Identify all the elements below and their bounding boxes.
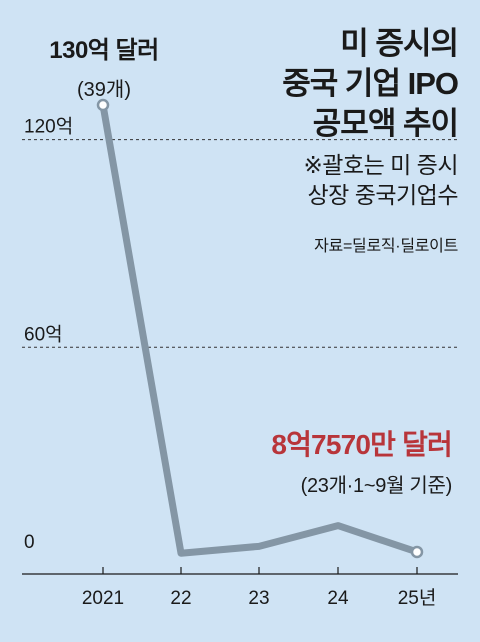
x-tick-label: 2021 xyxy=(82,588,124,609)
series-group xyxy=(96,98,424,559)
start-annotation: 130억 달러 (39개) xyxy=(40,30,168,102)
end-annotation: 8억7570만 달러 (23개·1~9월 기준) xyxy=(271,423,452,498)
start-count-label: (39개) xyxy=(77,79,131,101)
y-tick-label: 120억 xyxy=(24,116,73,138)
x-tick-label: 23 xyxy=(248,588,269,609)
title-line-3: 공모액 추이 xyxy=(312,106,459,141)
end-amount-label: 8억7570만 달러 xyxy=(271,429,452,460)
series-line xyxy=(99,101,421,557)
note-line-2: 상장 중국기업수 xyxy=(307,182,458,208)
x-tick-label: 25년 xyxy=(398,587,437,609)
chart-title: 미 증시의 중국 기업 IPO 공모액 추이 xyxy=(282,24,459,144)
y-tick-label: 60억 xyxy=(24,323,63,345)
title-line-1: 미 증시의 xyxy=(340,26,459,61)
x-tick-label: 22 xyxy=(170,588,191,609)
end-count-label: (23개·1~9월 기준) xyxy=(300,475,453,497)
source-text: 자료=딜로직·딜로이트 xyxy=(314,238,458,255)
note-line-1: ※괄호는 미 증시 xyxy=(303,152,458,178)
tick-labels: 0 60억 120억 2021 22 23 24 25년 xyxy=(24,116,436,609)
start-amount-label: 130억 달러 xyxy=(49,37,159,64)
x-tick-label: 24 xyxy=(327,588,349,609)
title-line-2: 중국 기업 IPO xyxy=(282,66,459,101)
gridlines xyxy=(22,139,458,348)
chart-note: ※괄호는 미 증시 상장 중국기업수 xyxy=(303,150,458,210)
y-tick-label: 0 xyxy=(24,532,35,553)
data-point-marker xyxy=(410,545,424,559)
data-point-marker xyxy=(96,98,110,112)
